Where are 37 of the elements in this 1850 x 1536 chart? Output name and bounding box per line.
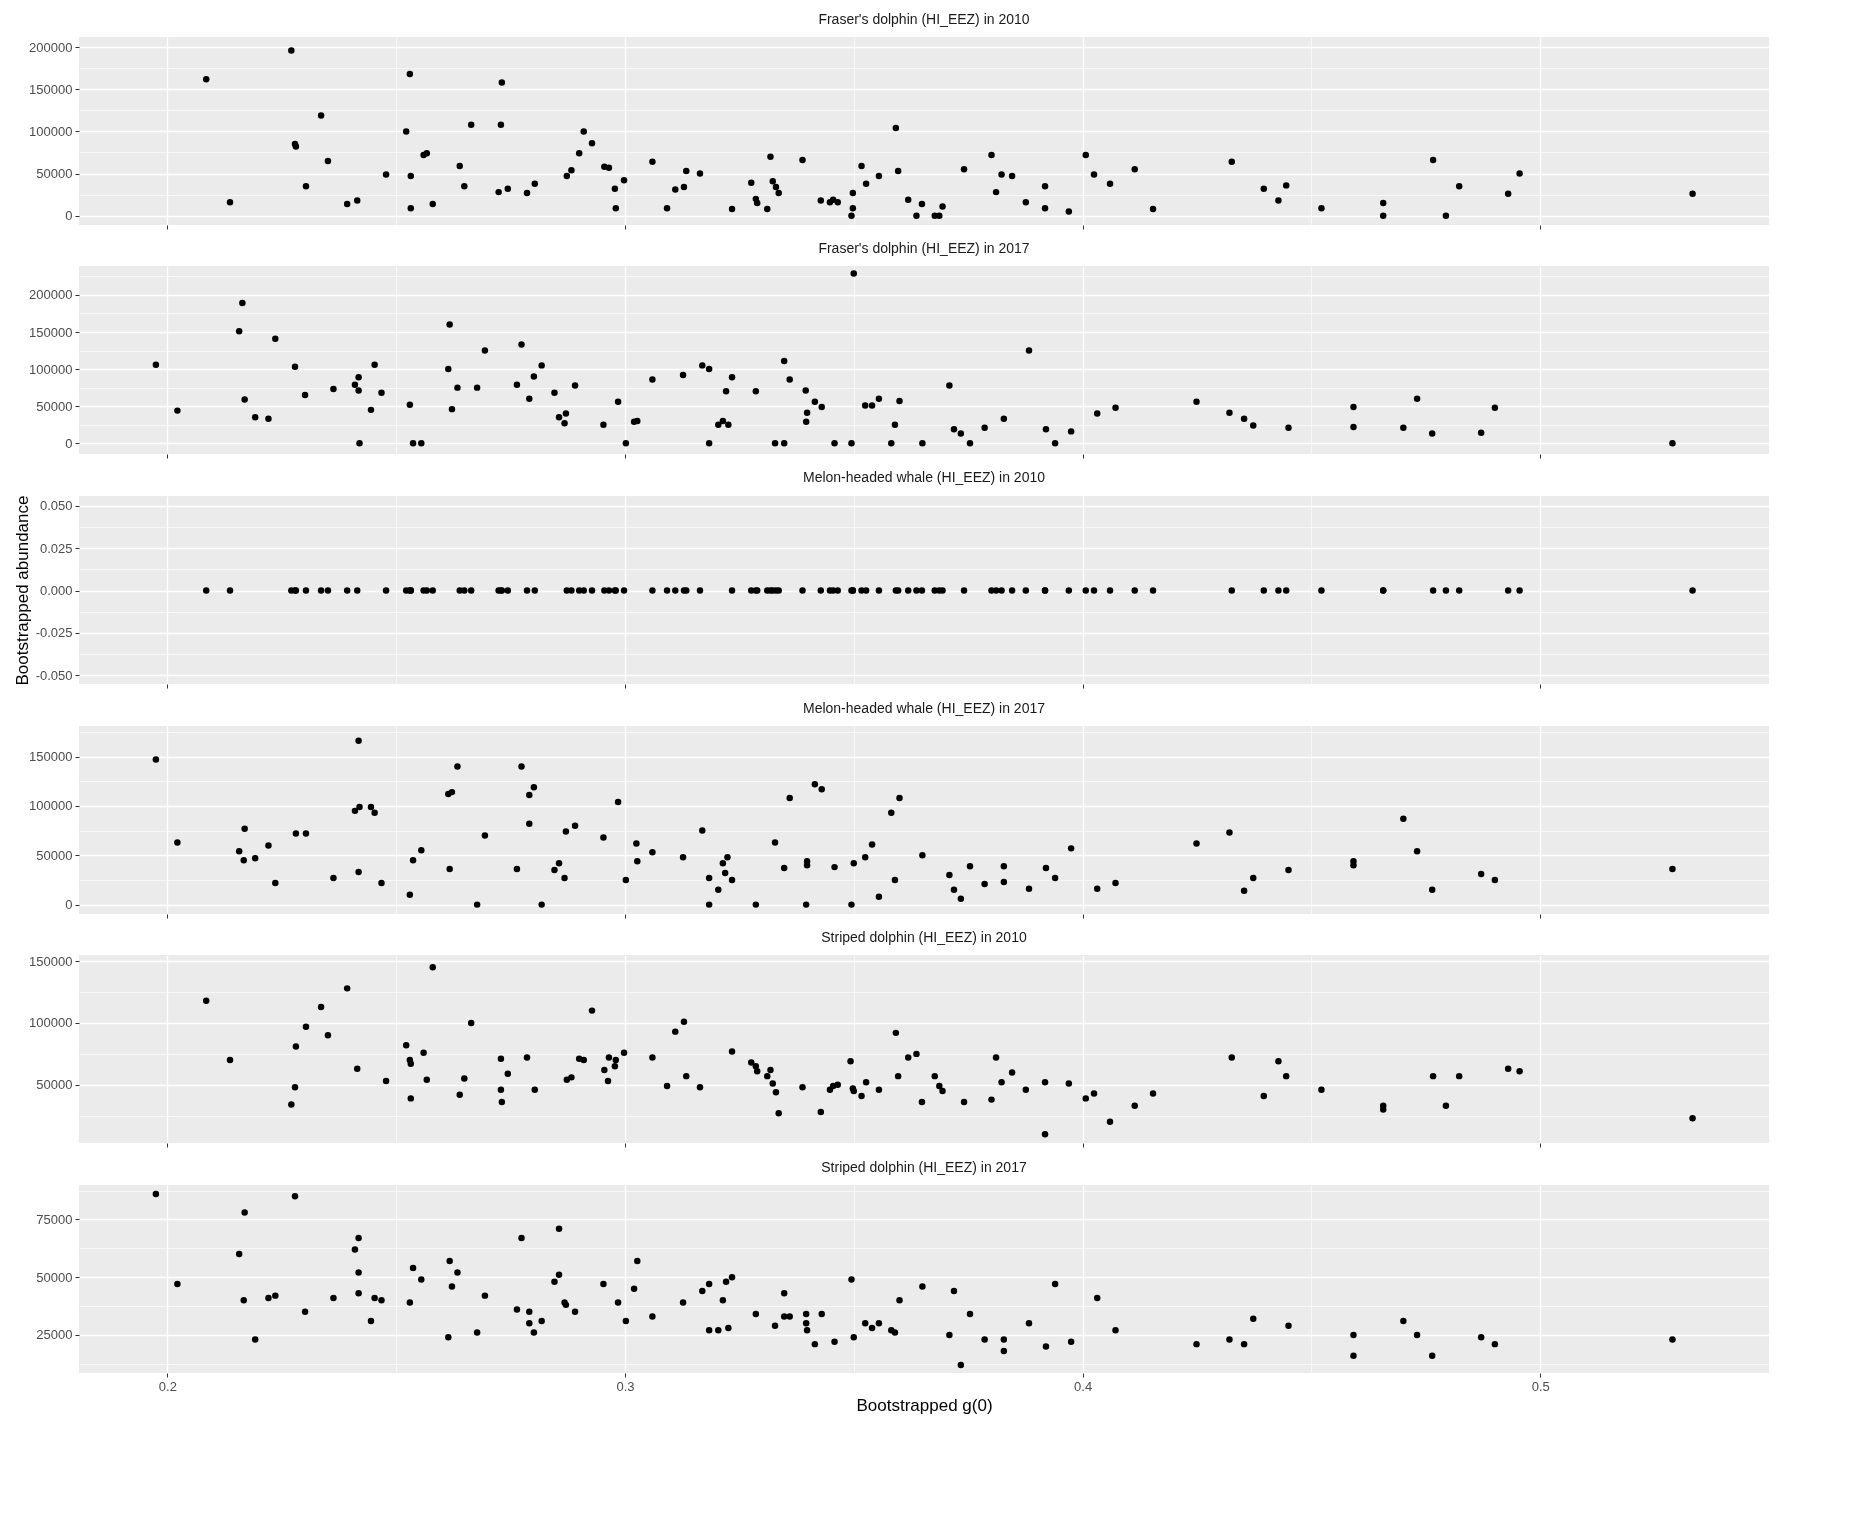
y-tick-label: 100000 [29,361,73,377]
y-tick-label: 0.050 [39,498,73,514]
y-tick-label: 50000 [36,1077,73,1093]
y-tick-label: 100000 [29,798,73,814]
y-tick-label: 100000 [29,1015,73,1031]
x-axis-title: Bootstrapped g(0) [856,1395,993,1415]
y-tick-label: -0.025 [35,625,73,641]
y-tick-label: 25000 [36,1327,73,1343]
y-tick-label: 0.025 [39,540,73,556]
y-tick-label: 150000 [29,324,73,340]
chart-title: Fraser's dolphin (HI_EEZ) in 2017 [818,240,1030,256]
y-tick-label: 0 [65,435,73,451]
y-tick-label: 0 [65,208,73,224]
x-tick-label: 0.4 [1074,1378,1093,1394]
y-axis-title: Bootstrapped abundance [12,495,32,686]
chart-title: Melon-headed whale (HI_EEZ) in 2017 [802,699,1046,716]
y-tick-label: 100000 [29,123,73,139]
y-tick-label: 50000 [36,1269,73,1285]
x-tick-label: 0.3 [616,1378,635,1394]
y-tick-label: 150000 [29,953,73,969]
chart-title: Fraser's dolphin (HI_EEZ) in 2010 [818,11,1030,27]
y-tick-label: 150000 [29,81,73,97]
y-tick-label: 0.000 [39,583,73,599]
chart-title: Striped dolphin (HI_EEZ) in 2017 [821,1158,1027,1175]
y-tick-label: 200000 [29,287,73,303]
chart-title: Melon-headed whale (HI_EEZ) in 2010 [802,469,1046,486]
x-tick-label: 0.2 [158,1378,177,1394]
y-tick-label: 0 [65,897,73,913]
chart-title: Striped dolphin (HI_EEZ) in 2010 [821,929,1027,945]
y-tick-label: 50000 [36,398,73,414]
y-tick-label: 200000 [29,39,73,55]
x-tick-label: 0.5 [1531,1378,1550,1394]
y-tick-label: 150000 [29,749,73,765]
y-tick-label: -0.050 [35,667,73,683]
y-tick-label: 50000 [36,847,73,863]
y-tick-label: 75000 [36,1211,73,1227]
y-tick-label: 50000 [36,166,73,182]
